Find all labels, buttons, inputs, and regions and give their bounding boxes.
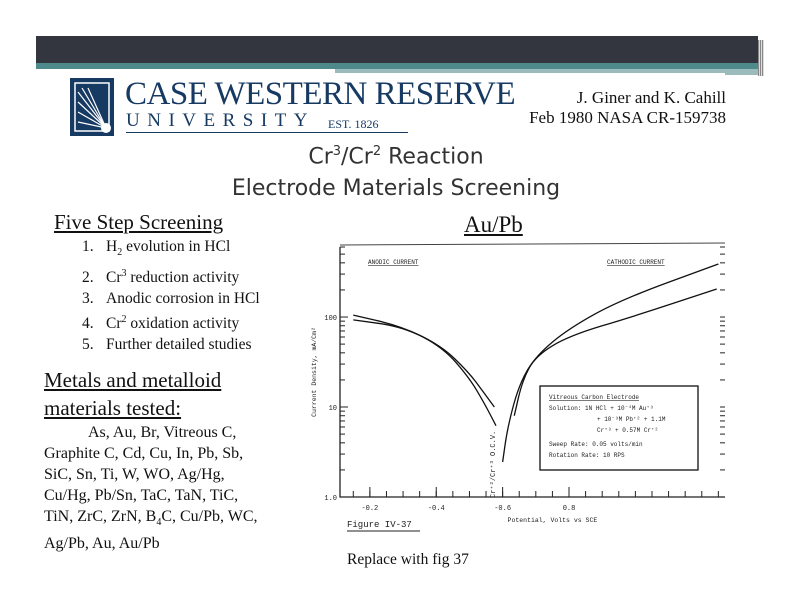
materials-sub: 4	[156, 517, 162, 529]
logo-text-university: UNIVERSITY	[126, 110, 315, 131]
header-edge-texture	[758, 40, 764, 76]
item-number: 1.	[82, 238, 94, 255]
title-part: Cr	[308, 144, 333, 170]
series-curve-1	[353, 319, 497, 426]
annotation-cathodic: CATHODIC CURRENT	[607, 259, 665, 266]
y-tick-label: 100	[324, 315, 337, 323]
list-item: 4. Cr2 oxidation activity	[82, 309, 260, 334]
item-number: 5.	[82, 336, 94, 354]
slide-title-line1: Cr3/Cr2 Reaction	[0, 144, 792, 169]
annotation-ocv: Cr⁺²/Cr⁺³ O.C.V.	[490, 431, 498, 498]
caption-note: Replace with fig 37	[347, 551, 469, 568]
y-axis-label: Current Density, mA/Cm²	[311, 327, 318, 417]
x-tick-label: -0.2	[361, 505, 378, 513]
x-axis-label: Potential, Volts vs SCE	[508, 517, 598, 524]
screening-heading: Five Step Screening	[54, 210, 224, 234]
logo-text-est: EST. 1826	[328, 117, 379, 131]
slide-title-line2: Electrode Materials Screening	[231, 176, 561, 201]
logo-rule	[126, 132, 408, 133]
materials-line: SiC, Sn, Ti, W, WO, Ag/Hg,	[44, 466, 225, 483]
figure-label: Au/Pb	[464, 212, 523, 237]
x-tick-label: 0.8	[563, 505, 576, 513]
item-text: evolution in HCl	[122, 238, 231, 255]
y-tick-label: 1.0	[324, 495, 337, 503]
materials-line: Ag/Pb, Au, Au/Pb	[44, 535, 160, 553]
series-curve-0	[353, 314, 495, 408]
legend-line: Vitreous Carbon Electrode	[549, 394, 639, 401]
list-item: 5. Further detailed studies	[82, 334, 260, 355]
header-accent-stripe-light	[335, 69, 758, 75]
item-text: Cr	[106, 269, 122, 287]
item-number: 4.	[82, 315, 94, 333]
header-bar	[36, 36, 758, 63]
legend-box	[539, 385, 699, 471]
heading-line: materials tested:	[44, 396, 182, 420]
title-part: /Cr	[341, 144, 373, 170]
materials-heading: Metals and metalloid materials tested:	[44, 366, 221, 422]
legend-line: Rotation Rate: 10 RPS	[549, 452, 625, 459]
annotation-anodic: ANODIC CURRENT	[368, 259, 419, 266]
heading-line: Metals and metalloid	[44, 368, 222, 392]
chart-top-border	[339, 242, 726, 246]
title-sup: 2	[372, 144, 382, 159]
credit-report: Feb 1980 NASA CR-159738	[529, 108, 726, 127]
item-sup: 2	[121, 314, 127, 326]
item-text: reduction activity	[126, 269, 240, 287]
title-sup: 3	[332, 144, 342, 159]
item-sup: 3	[121, 268, 127, 280]
materials-line: Graphite C, Cd, Cu, In, Pb, Sb,	[44, 445, 244, 462]
series-curve-3	[513, 288, 717, 416]
list-item: 2. Cr3 reduction activity	[82, 263, 260, 288]
legend-line: Cr⁺³ + 0.57M Cr⁺²	[597, 427, 658, 434]
list-item: 3. Anodic corrosion in HCl	[82, 288, 260, 309]
item-text: H	[106, 238, 118, 255]
item-text: Cr	[106, 315, 122, 333]
legend-line: Sweep Rate: 0.05 volts/min	[549, 441, 643, 448]
item-text: Anodic corrosion in HCl	[106, 290, 260, 308]
materials-list: As, Au, Br, Vitreous C, Graphite C, Cd, …	[44, 422, 257, 554]
materials-line: Cu/Hg, Pb/Sn, TaC, TaN, TiC,	[44, 487, 239, 504]
logo-text-name: CASE WESTERN RESERVE	[125, 76, 516, 112]
materials-text: C, Cu/Pb, WC,	[161, 508, 258, 525]
item-number: 2.	[82, 269, 94, 287]
figure-title: Figure IV-37	[347, 520, 412, 530]
materials-line: TiN, ZrC, ZrN, B4C, Cu/Pb, WC,	[44, 506, 257, 533]
sunburst-logo-icon	[70, 78, 114, 136]
item-number: 3.	[82, 290, 94, 308]
item-text: Further detailed studies	[106, 336, 252, 354]
materials-text: TiN, ZrC, ZrN, B	[44, 508, 157, 525]
list-item: 1. H2 evolution in HCl	[82, 236, 260, 263]
item-sub: 2	[117, 247, 123, 259]
materials-line: As, Au, Br, Vitreous C,	[88, 424, 237, 441]
header-accent-stripe	[36, 63, 758, 69]
title-part: Reaction	[381, 144, 484, 170]
legend-line: + 10⁻³M Pb⁺² + 1.1M	[597, 416, 666, 423]
header-accent-gap	[335, 73, 725, 76]
x-tick-label: -0.6	[494, 505, 511, 513]
x-tick-label: -0.4	[428, 505, 445, 513]
item-text: oxidation activity	[126, 315, 240, 333]
legend-line: Solution: 1N HCl + 10⁻⁴M Au⁺³	[549, 405, 653, 412]
credit-authors: J. Giner and K. Cahill	[576, 88, 726, 107]
screening-list: 1. H2 evolution in HCl 2. Cr3 reduction ac…	[82, 236, 260, 355]
y-tick-label: 10	[329, 405, 337, 413]
